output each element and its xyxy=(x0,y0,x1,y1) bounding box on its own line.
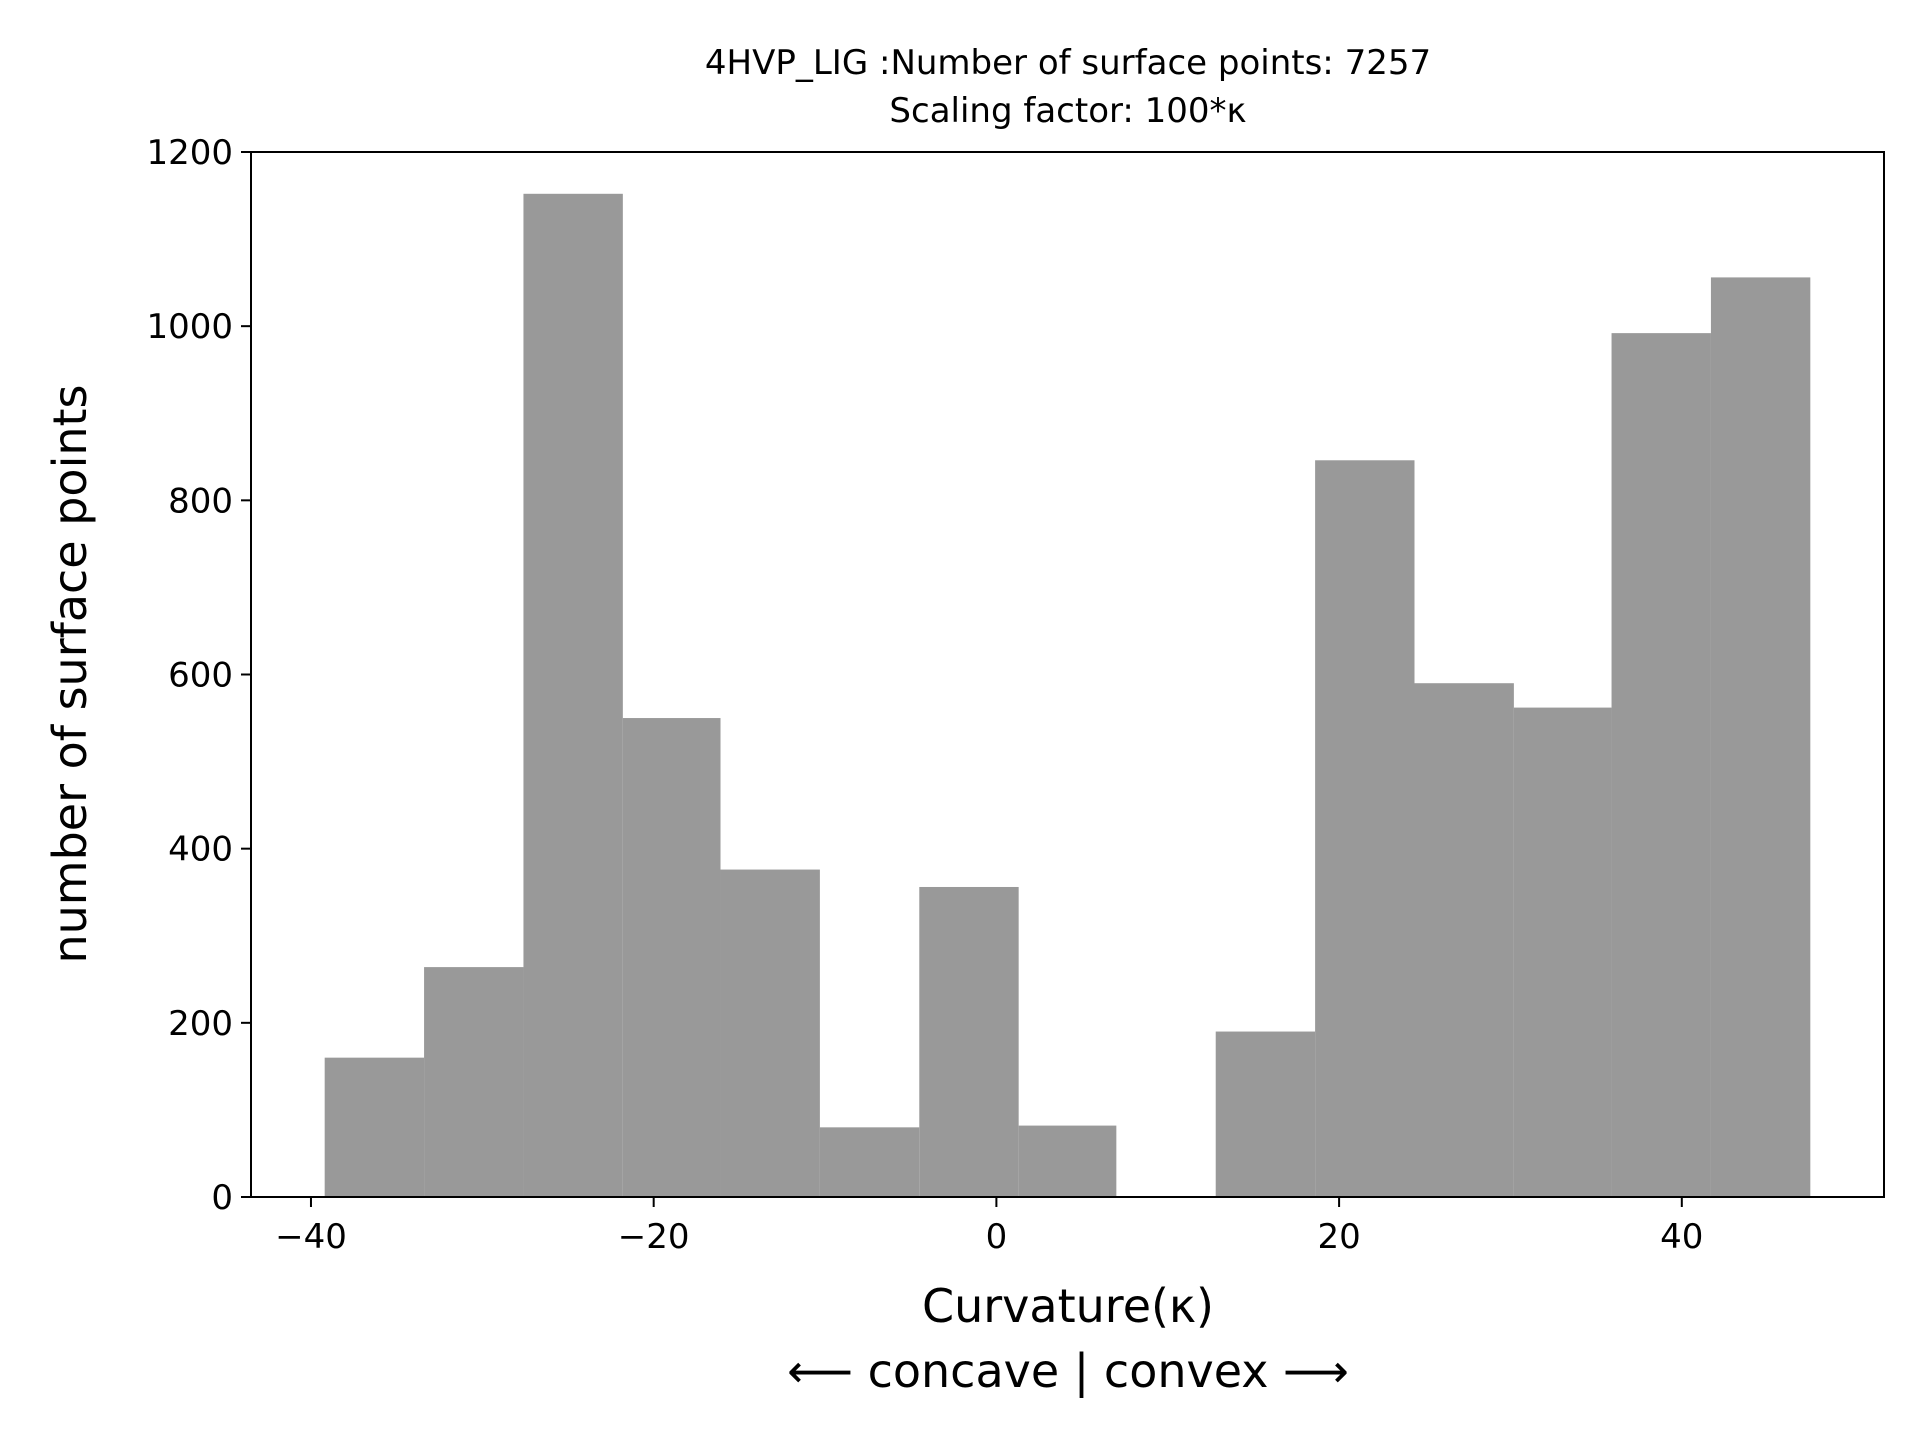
x-tick-label-3: 20 xyxy=(1317,1217,1360,1257)
x-tick-label-0: −40 xyxy=(275,1217,347,1257)
x-axis-ticks: −40 −20 0 20 40 xyxy=(275,1197,1703,1257)
histogram-bar-0 xyxy=(324,1057,425,1197)
x-axis-subtitle: ⟵ concave | convex ⟶ xyxy=(787,1344,1349,1399)
chart-subtitle: Scaling factor: 100*κ xyxy=(889,91,1246,131)
histogram-bar-7 xyxy=(1018,1125,1117,1197)
y-axis-title: number of surface points xyxy=(43,384,97,963)
y-tick-label-5: 1000 xyxy=(146,307,233,347)
plot-area-frame xyxy=(250,151,1885,1198)
y-tick-label-0: 0 xyxy=(211,1178,233,1218)
y-tick-label-2: 400 xyxy=(168,830,233,870)
histogram-bar-9 xyxy=(1215,1031,1316,1197)
x-tick-label-1: −20 xyxy=(618,1217,690,1257)
histogram-bar-2 xyxy=(523,193,623,1198)
histogram-bars xyxy=(324,193,1811,1198)
histogram-bar-13 xyxy=(1611,333,1711,1198)
y-axis-ticks: 0 200 400 600 800 1000 1200 xyxy=(146,133,251,1218)
y-tick-label-6: 1200 xyxy=(146,133,233,173)
y-tick-label-3: 600 xyxy=(168,656,233,696)
x-tick-label-2: 0 xyxy=(986,1217,1008,1257)
y-tick-label-4: 800 xyxy=(168,481,233,521)
histogram-bar-10 xyxy=(1315,460,1415,1197)
histogram-bar-6 xyxy=(919,886,1019,1197)
y-tick-label-1: 200 xyxy=(168,1004,233,1044)
histogram-bar-14 xyxy=(1710,277,1811,1197)
histogram-bar-5 xyxy=(819,1127,920,1197)
chart-title: 4HVP_LIG :Number of surface points: 7257 xyxy=(705,43,1431,83)
histogram-bar-12 xyxy=(1513,707,1612,1197)
histogram-bar-11 xyxy=(1414,683,1514,1197)
histogram-bar-1 xyxy=(424,967,524,1197)
x-tick-label-4: 40 xyxy=(1660,1217,1703,1257)
histogram-bar-4 xyxy=(720,869,820,1197)
histogram-bar-3 xyxy=(622,718,721,1197)
x-axis-title: Curvature(κ) xyxy=(922,1279,1214,1333)
